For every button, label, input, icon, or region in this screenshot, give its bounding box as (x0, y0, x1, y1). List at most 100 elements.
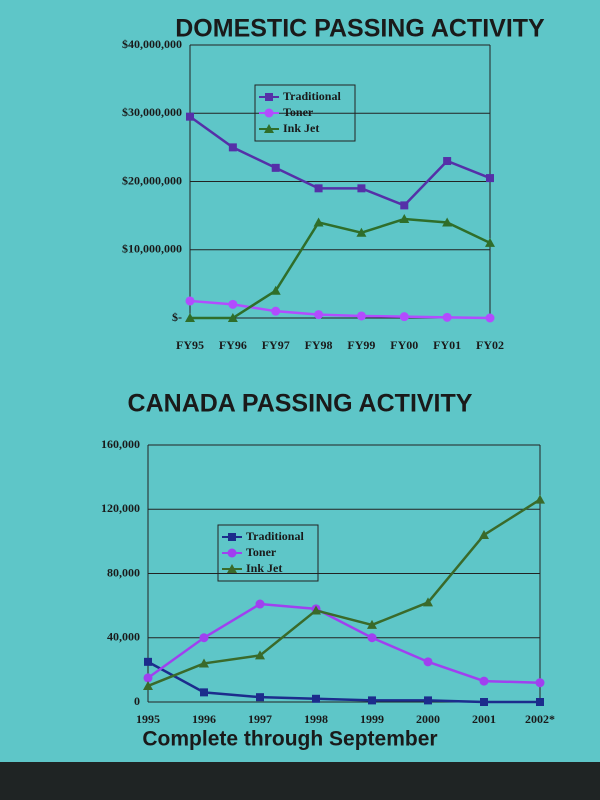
legend-box (254, 84, 356, 142)
marker (479, 676, 489, 686)
x-tick-label: 1999 (360, 712, 384, 726)
marker (312, 694, 320, 703)
y-tick-label: 80,000 (107, 565, 140, 579)
legend-marker (264, 124, 274, 133)
marker (535, 494, 545, 504)
marker (256, 693, 264, 702)
chart-title: CANADA PASSING ACTIVITY (128, 390, 473, 418)
chart-title: DOMESTIC PASSING ACTIVITY (175, 15, 545, 43)
marker (399, 312, 409, 322)
y-tick-label: $20,000,000 (122, 173, 182, 187)
legend-marker (227, 564, 237, 573)
marker (423, 597, 433, 607)
marker (479, 529, 489, 539)
y-tick-label: 40,000 (107, 630, 140, 644)
marker (442, 217, 453, 227)
marker (311, 605, 321, 615)
marker (186, 112, 194, 121)
series-line (147, 660, 540, 704)
marker (423, 657, 433, 667)
x-tick-label: 1997 (248, 712, 272, 726)
marker (199, 633, 209, 643)
marker (536, 698, 544, 706)
x-tick-label: 2002* (525, 712, 555, 726)
marker (271, 306, 281, 316)
y-tick-label: 0 (134, 694, 140, 708)
x-axis-label: Complete through September (142, 728, 437, 751)
x-tick-label: 2000 (416, 712, 440, 726)
marker (480, 698, 488, 706)
screen-edge (0, 762, 600, 800)
x-tick-label: 1996 (192, 712, 216, 726)
marker (424, 696, 432, 705)
marker (399, 214, 410, 224)
marker (271, 163, 280, 172)
series-line (147, 498, 541, 688)
marker (356, 311, 366, 321)
x-tick-label: FY96 (219, 338, 247, 352)
series-line (189, 115, 491, 207)
marker (255, 650, 265, 660)
legend-marker (265, 93, 273, 101)
legend-label: Traditional (246, 529, 304, 543)
x-tick-label: FY99 (347, 338, 375, 352)
x-tick-label: FY97 (262, 338, 290, 352)
x-tick-label: FY01 (433, 338, 461, 352)
y-tick-label: $40,000,000 (122, 37, 182, 51)
marker (485, 313, 495, 323)
marker (270, 285, 281, 295)
x-tick-label: FY00 (390, 338, 418, 352)
marker (368, 696, 376, 705)
y-tick-label: $- (172, 310, 182, 324)
series-line (189, 299, 491, 320)
y-tick-label: $10,000,000 (122, 242, 182, 256)
x-tick-label: 1998 (304, 712, 328, 726)
marker (400, 201, 409, 210)
x-tick-label: 1995 (136, 712, 160, 726)
legend: Traditional Toner Ink Jet (254, 84, 356, 142)
legend-marker (228, 533, 236, 541)
legend-box (217, 524, 319, 582)
legend-label: Toner (246, 545, 277, 559)
marker (442, 312, 452, 322)
legend-marker (264, 108, 274, 118)
marker (486, 174, 494, 183)
marker (485, 237, 495, 247)
marker (185, 296, 195, 306)
marker (143, 680, 153, 690)
marker (199, 658, 209, 668)
marker (227, 313, 238, 322)
marker (367, 633, 377, 643)
legend-marker (227, 548, 237, 558)
marker (228, 299, 238, 309)
legend: Traditional Toner Ink Jet (217, 524, 319, 582)
marker (367, 619, 377, 629)
marker (314, 184, 323, 193)
y-tick-label: 160,000 (101, 437, 140, 451)
x-tick-label: FY02 (476, 338, 504, 352)
marker (200, 688, 208, 697)
y-tick-label: 120,000 (101, 501, 140, 515)
legend-label: Traditional (283, 89, 341, 103)
x-tick-label: FY98 (305, 338, 333, 352)
marker (228, 143, 237, 152)
marker (185, 313, 195, 322)
legend-label: Ink Jet (283, 121, 319, 135)
marker (143, 673, 153, 683)
marker (144, 657, 152, 666)
legend-label: Ink Jet (246, 561, 282, 575)
x-tick-label: FY95 (176, 338, 204, 352)
legend-label: Toner (283, 105, 314, 119)
marker (356, 227, 367, 237)
series-line (147, 602, 541, 684)
marker (535, 678, 545, 688)
marker (255, 599, 265, 609)
slide-background (0, 0, 600, 762)
y-tick-label: $30,000,000 (122, 105, 182, 119)
x-tick-label: 2001 (472, 712, 496, 726)
marker (357, 184, 366, 193)
marker (314, 310, 324, 320)
marker (443, 157, 452, 166)
marker (313, 217, 324, 227)
